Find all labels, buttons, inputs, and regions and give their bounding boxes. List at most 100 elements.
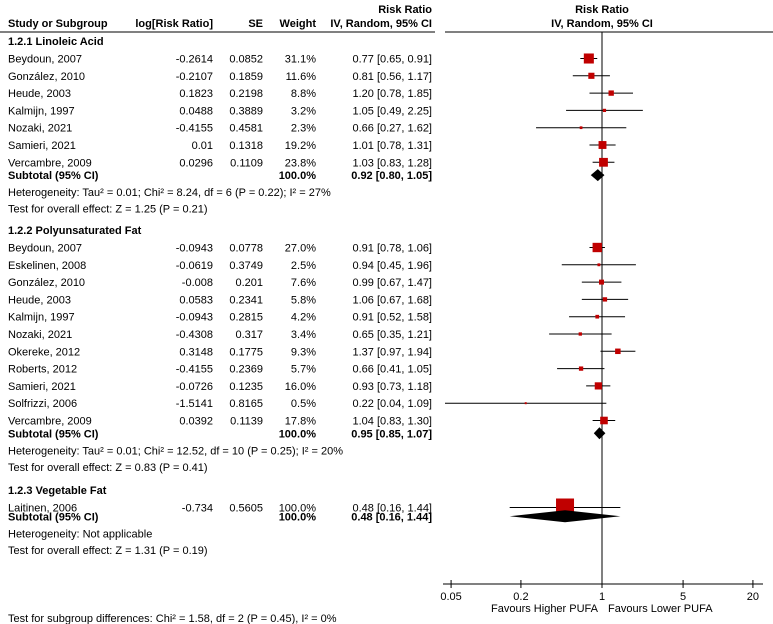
study-name: Roberts, 2012: [8, 364, 77, 376]
study-se: 0.1775: [229, 346, 263, 358]
point-estimate-square: [599, 157, 608, 167]
subgroup-title: 1.2.2 Polyunsaturated Fat: [8, 225, 142, 237]
study-weight: 3.4%: [291, 329, 316, 341]
rr-column-title: Risk Ratio: [378, 4, 432, 16]
header-se: SE: [248, 18, 263, 30]
header-study: Study or Subgroup: [8, 18, 108, 30]
study-logrr: -0.4308: [176, 329, 213, 341]
study-logrr: 0.0583: [179, 294, 213, 306]
study-weight: 8.8%: [291, 88, 316, 100]
study-name: Samieri, 2021: [8, 381, 76, 393]
study-name: González, 2010: [8, 71, 85, 83]
study-se: 0.0778: [229, 243, 263, 255]
study-ci: 0.77 [0.65, 0.91]: [352, 54, 432, 66]
x-tick-label: 0.2: [513, 591, 528, 603]
subgroup-title: 1.2.1 Linoleic Acid: [8, 36, 104, 48]
point-estimate-square: [615, 348, 621, 355]
study-name: Okereke, 2012: [8, 346, 80, 358]
study-weight: 5.7%: [291, 364, 316, 376]
study-weight: 2.3%: [291, 123, 316, 135]
study-ci: 1.05 [0.49, 2.25]: [352, 105, 432, 117]
subtotal-weight: 100.0%: [279, 511, 317, 523]
study-name: González, 2010: [8, 277, 85, 289]
study-weight: 0.5%: [291, 398, 316, 410]
study-logrr: -0.0943: [176, 312, 213, 324]
study-weight: 3.2%: [291, 105, 316, 117]
point-estimate-square: [599, 279, 604, 285]
header-weight: Weight: [280, 18, 317, 30]
subtotal-label: Subtotal (95% CI): [8, 428, 99, 440]
study-ci: 0.94 [0.45, 1.96]: [352, 260, 432, 272]
study-logrr: -0.0726: [176, 381, 213, 393]
study-weight: 11.6%: [286, 71, 317, 83]
study-ci: 1.37 [0.97, 1.94]: [352, 346, 432, 358]
study-ci: 0.66 [0.41, 1.05]: [352, 364, 432, 376]
study-ci: 0.81 [0.56, 1.17]: [352, 71, 432, 83]
study-name: Nozaki, 2021: [8, 123, 72, 135]
study-ci: 1.06 [0.67, 1.68]: [352, 294, 432, 306]
study-ci: 1.04 [0.83, 1.30]: [352, 416, 432, 428]
point-estimate-square: [602, 108, 607, 113]
study-weight: 7.6%: [291, 277, 316, 289]
heterogeneity-text: Heterogeneity: Tau² = 0.01; Chi² = 8.24,…: [8, 187, 331, 199]
point-estimate-square: [592, 242, 602, 253]
study-se: 0.3749: [229, 260, 263, 272]
study-se: 0.8165: [229, 398, 263, 410]
study-logrr: -1.5141: [176, 398, 213, 410]
study-ci: 1.20 [0.78, 1.85]: [352, 88, 432, 100]
study-se: 0.1318: [229, 140, 263, 152]
study-logrr: 0.0488: [179, 105, 213, 117]
favours-left-label: Favours Higher PUFA: [491, 603, 599, 615]
study-ci: 0.91 [0.52, 1.58]: [352, 312, 432, 324]
subtotal-diamond: [509, 510, 621, 523]
x-tick-label: 1: [599, 591, 605, 603]
study-weight: 5.8%: [291, 294, 316, 306]
point-estimate-square: [602, 297, 608, 302]
study-name: Beydoun, 2007: [8, 243, 82, 255]
study-weight: 27.0%: [285, 243, 316, 255]
study-se: 0.4581: [229, 123, 263, 135]
study-se: 0.2369: [229, 364, 263, 376]
study-name: Vercambre, 2009: [8, 416, 92, 428]
subtotal-diamond: [590, 169, 605, 182]
subtotal-diamond: [593, 427, 606, 440]
subtotal-ci: 0.95 [0.85, 1.07]: [351, 428, 432, 440]
x-tick-label: 5: [680, 591, 686, 603]
study-ci: 0.99 [0.67, 1.47]: [352, 277, 432, 289]
study-name: Samieri, 2021: [8, 140, 76, 152]
study-se: 0.1859: [229, 71, 263, 83]
subtotal-weight: 100.0%: [279, 170, 317, 182]
study-weight: 17.8%: [285, 416, 316, 428]
study-name: Eskelinen, 2008: [8, 260, 86, 272]
overall-effect-text: Test for overall effect: Z = 1.31 (P = 0…: [8, 545, 208, 557]
study-logrr: -0.4155: [176, 123, 213, 135]
subtotal-weight: 100.0%: [279, 428, 317, 440]
study-logrr: -0.008: [182, 277, 213, 289]
point-estimate-square: [597, 263, 601, 267]
study-logrr: 0.3148: [179, 346, 213, 358]
study-se: 0.2815: [229, 312, 263, 324]
study-logrr: -0.2107: [176, 71, 213, 83]
study-weight: 19.2%: [285, 140, 316, 152]
study-name: Solfrizzi, 2006: [8, 398, 77, 410]
study-name: Kalmijn, 1997: [8, 105, 75, 117]
heterogeneity-text: Heterogeneity: Not applicable: [8, 528, 152, 540]
study-se: 0.3889: [229, 105, 263, 117]
point-estimate-square: [579, 126, 583, 130]
study-weight: 9.3%: [291, 346, 316, 358]
plot-title: Risk Ratio: [575, 4, 629, 16]
study-ci: 1.01 [0.78, 1.31]: [352, 140, 432, 152]
point-estimate-square: [598, 141, 607, 149]
study-logrr: 0.0296: [179, 157, 213, 169]
subgroup-differences-text: Test for subgroup differences: Chi² = 1.…: [8, 613, 337, 624]
study-name: Heude, 2003: [8, 294, 71, 306]
study-weight: 16.0%: [285, 381, 316, 393]
study-se: 0.1139: [230, 416, 263, 428]
header-logrr: log[Risk Ratio]: [135, 18, 213, 30]
study-name: Beydoun, 2007: [8, 54, 82, 66]
point-estimate-square: [578, 332, 582, 336]
study-name: Laitinen, 2006: [8, 503, 77, 515]
study-logrr: -0.0943: [176, 243, 213, 255]
study-ci: 0.22 [0.04, 1.09]: [352, 398, 432, 410]
